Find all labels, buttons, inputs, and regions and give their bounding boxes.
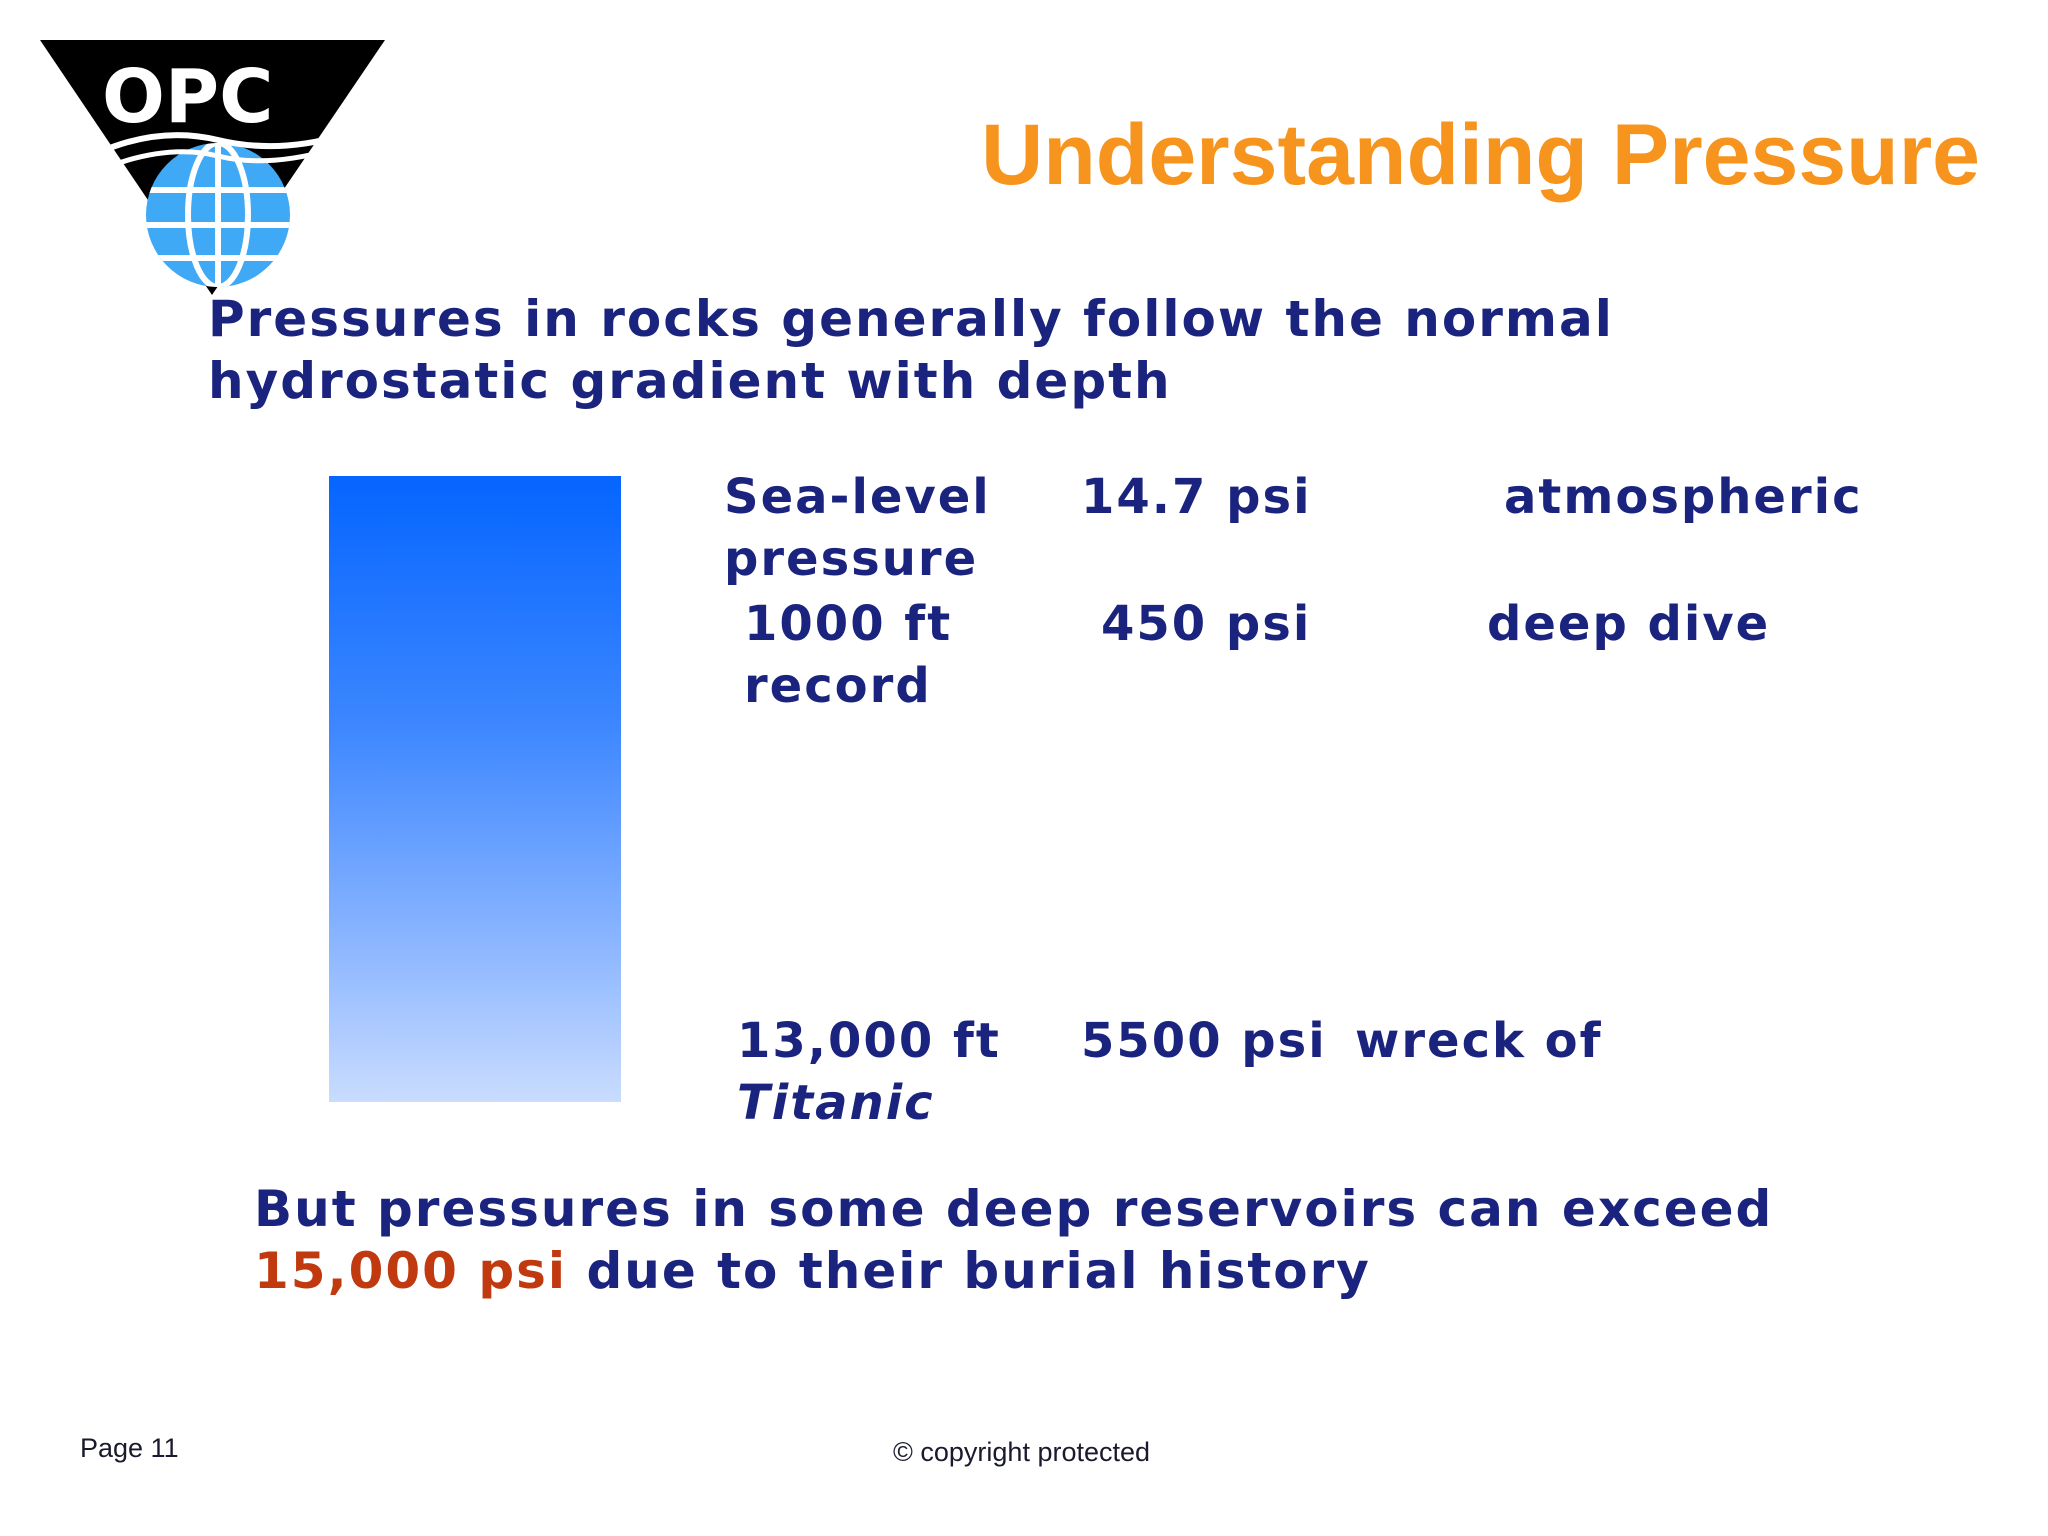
row-2-depth-line-1: 1000 ft <box>744 596 953 652</box>
row-1-pressure: 14.7 psi <box>1081 469 1312 525</box>
row-3-pressure: 5500 psi <box>1081 1013 1327 1069</box>
closing-line-2-rest: due to their burial history <box>567 1242 1371 1300</box>
intro-text: Pressures in rocks generally follow the … <box>208 288 1614 412</box>
row-3-depth-line-2: Titanic <box>737 1075 935 1131</box>
page-number: Page 11 <box>80 1433 179 1463</box>
depth-gradient-bar <box>329 476 621 1102</box>
row-3-depth: 13,000 ft Titanic <box>737 1010 1001 1134</box>
closing-text: But pressures in some deep reservoirs ca… <box>254 1178 1773 1302</box>
row-2-depth-line-2: record <box>744 658 932 714</box>
copyright-notice: © copyright protected <box>893 1437 1151 1467</box>
opc-logo: OPC <box>40 40 385 295</box>
row-2-note: deep dive <box>1487 596 1771 652</box>
intro-line-2: hydrostatic gradient with depth <box>208 352 1172 410</box>
row-2-depth: 1000 ft record <box>744 593 952 717</box>
logo-text: OPC <box>102 54 273 140</box>
row-2-pressure: 450 psi <box>1101 596 1312 652</box>
row-1-note: atmospheric <box>1504 469 1863 525</box>
closing-line-2: 15,000 psi due to their burial history <box>254 1240 1773 1302</box>
highlight-psi: 15,000 psi <box>254 1242 568 1300</box>
row-1-depth-line-1: Sea-level <box>724 469 991 525</box>
row-3-note: wreck of <box>1355 1013 1603 1069</box>
row-3-depth-line-1: 13,000 ft <box>737 1013 1001 1069</box>
row-1-depth: Sea-level pressure <box>724 466 991 590</box>
globe-icon <box>146 143 290 287</box>
closing-line-1: But pressures in some deep reservoirs ca… <box>254 1180 1774 1238</box>
page-title: Understanding Pressure <box>981 107 1980 203</box>
row-1-depth-line-2: pressure <box>724 531 979 587</box>
intro-line-1: Pressures in rocks generally follow the … <box>208 290 1614 348</box>
